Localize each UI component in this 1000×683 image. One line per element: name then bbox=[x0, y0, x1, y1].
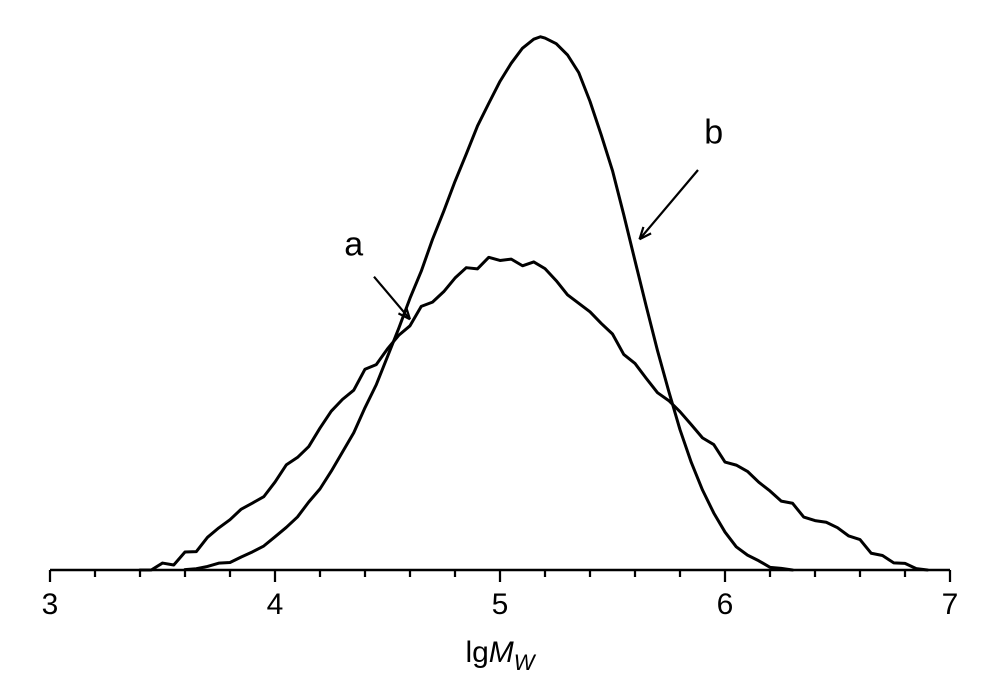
curve-a bbox=[140, 257, 928, 570]
x-tick-label: 4 bbox=[267, 588, 284, 621]
x-tick-label: 5 bbox=[492, 588, 509, 621]
chart-svg: 34567 ab lgMW bbox=[0, 0, 1000, 683]
x-axis: 3 4 5 6 7 bbox=[42, 570, 959, 621]
annotations: ab bbox=[344, 113, 723, 319]
chart-container: 34567 ab lgMW bbox=[0, 0, 1000, 683]
curves-group bbox=[140, 37, 928, 570]
x-axis-label-lg: lg bbox=[465, 636, 488, 669]
x-tick-label: 3 bbox=[42, 588, 59, 621]
x-axis-label-W: W bbox=[514, 650, 537, 675]
x-axis-label-M: M bbox=[489, 636, 514, 669]
x-tick-label: 6 bbox=[717, 588, 734, 621]
x-tick-label: 7 bbox=[942, 588, 959, 621]
curve-b bbox=[185, 37, 793, 570]
x-axis-label: lgMW bbox=[465, 636, 536, 675]
curve-label-b: b bbox=[704, 113, 723, 151]
curve-label-a: a bbox=[344, 225, 363, 263]
